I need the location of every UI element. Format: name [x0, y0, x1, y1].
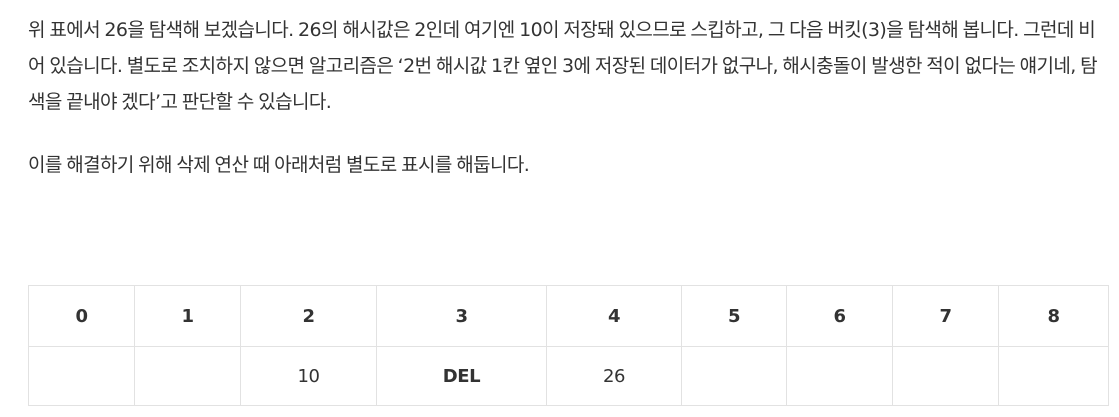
- bucket-index-8: 8: [998, 285, 1109, 347]
- article-body: 위 표에서 26을 탐색해 보겠습니다. 26의 해시값은 2인데 여기엔 10…: [28, 12, 1108, 183]
- bucket-value-3: DEL: [376, 346, 547, 406]
- bucket-value-2: 10: [240, 346, 377, 406]
- table-row: 10 DEL 26: [28, 346, 1109, 406]
- hash-table: 0 1 2 3 4 5 6 7 8 10 DEL 26: [28, 285, 1109, 406]
- bucket-index-6: 6: [786, 285, 893, 347]
- bucket-value-8: [998, 346, 1109, 406]
- bucket-index-2: 2: [240, 285, 377, 347]
- bucket-index-4: 4: [546, 285, 682, 347]
- bucket-value-1: [134, 346, 241, 406]
- table-header-row: 0 1 2 3 4 5 6 7 8: [28, 285, 1109, 347]
- bucket-value-5: [681, 346, 787, 406]
- paragraph-solution: 이를 해결하기 위해 삭제 연산 때 아래처럼 별도로 표시를 해둡니다.: [28, 154, 530, 176]
- bucket-value-0: [28, 346, 135, 406]
- bucket-index-3: 3: [376, 285, 547, 347]
- bucket-value-6: [786, 346, 893, 406]
- bucket-index-0: 0: [28, 285, 135, 347]
- bucket-index-5: 5: [681, 285, 787, 347]
- bucket-value-7: [892, 346, 999, 406]
- paragraph-explanation: 위 표에서 26을 탐색해 보겠습니다. 26의 해시값은 2인데 여기엔 10…: [28, 19, 1098, 113]
- bucket-index-7: 7: [892, 285, 999, 347]
- bucket-value-4: 26: [546, 346, 682, 406]
- bucket-index-1: 1: [134, 285, 241, 347]
